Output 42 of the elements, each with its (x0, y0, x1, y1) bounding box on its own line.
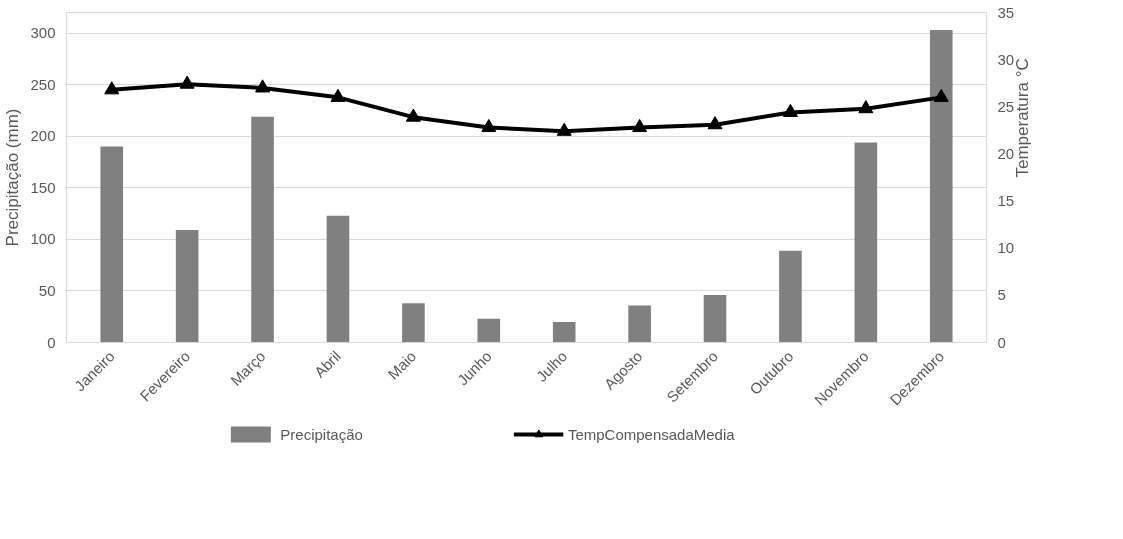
point (481, 118, 497, 133)
y2-tick-label: 15 (997, 192, 1015, 210)
bar (175, 230, 199, 343)
y2-tick-label: 0 (997, 333, 1006, 351)
point (782, 103, 798, 117)
y2-tick-label: 20 (997, 144, 1015, 162)
point (104, 81, 120, 95)
bar (402, 303, 425, 343)
y-tick-label: 150 (30, 178, 56, 196)
bar (628, 305, 651, 343)
point (330, 88, 346, 102)
y-tick-label: 50 (38, 281, 56, 299)
y2-tick-label: 10 (997, 239, 1015, 257)
point (556, 122, 572, 136)
bar (326, 215, 350, 343)
y2-tick-label: 25 (997, 97, 1015, 115)
legend-label: TempCompensadaMedia (567, 425, 735, 443)
bar (703, 295, 727, 343)
point (405, 108, 421, 122)
point (933, 88, 949, 102)
y-tick-label: 0 (47, 333, 56, 351)
y-tick-label: 250 (30, 75, 56, 93)
point (858, 100, 874, 114)
point (255, 79, 271, 93)
y-tick-label: 200 (30, 127, 56, 145)
y-tick-label: 100 (30, 230, 56, 248)
y2-tick-label: 5 (997, 286, 1006, 304)
bar (779, 250, 802, 343)
bar (929, 30, 953, 343)
y2-tick-label: 35 (997, 3, 1015, 21)
legend-label: Precipitação (280, 425, 363, 443)
point (707, 116, 723, 130)
y2-tick-label: 30 (997, 50, 1015, 68)
bar (251, 116, 274, 343)
point (632, 118, 648, 133)
bar (854, 142, 878, 343)
bar (100, 146, 124, 343)
y-axis-title: Precipitação (mm) (3, 108, 23, 247)
y-tick-label: 300 (30, 24, 56, 42)
bar (552, 321, 576, 343)
point (179, 75, 195, 89)
bar (477, 318, 501, 343)
